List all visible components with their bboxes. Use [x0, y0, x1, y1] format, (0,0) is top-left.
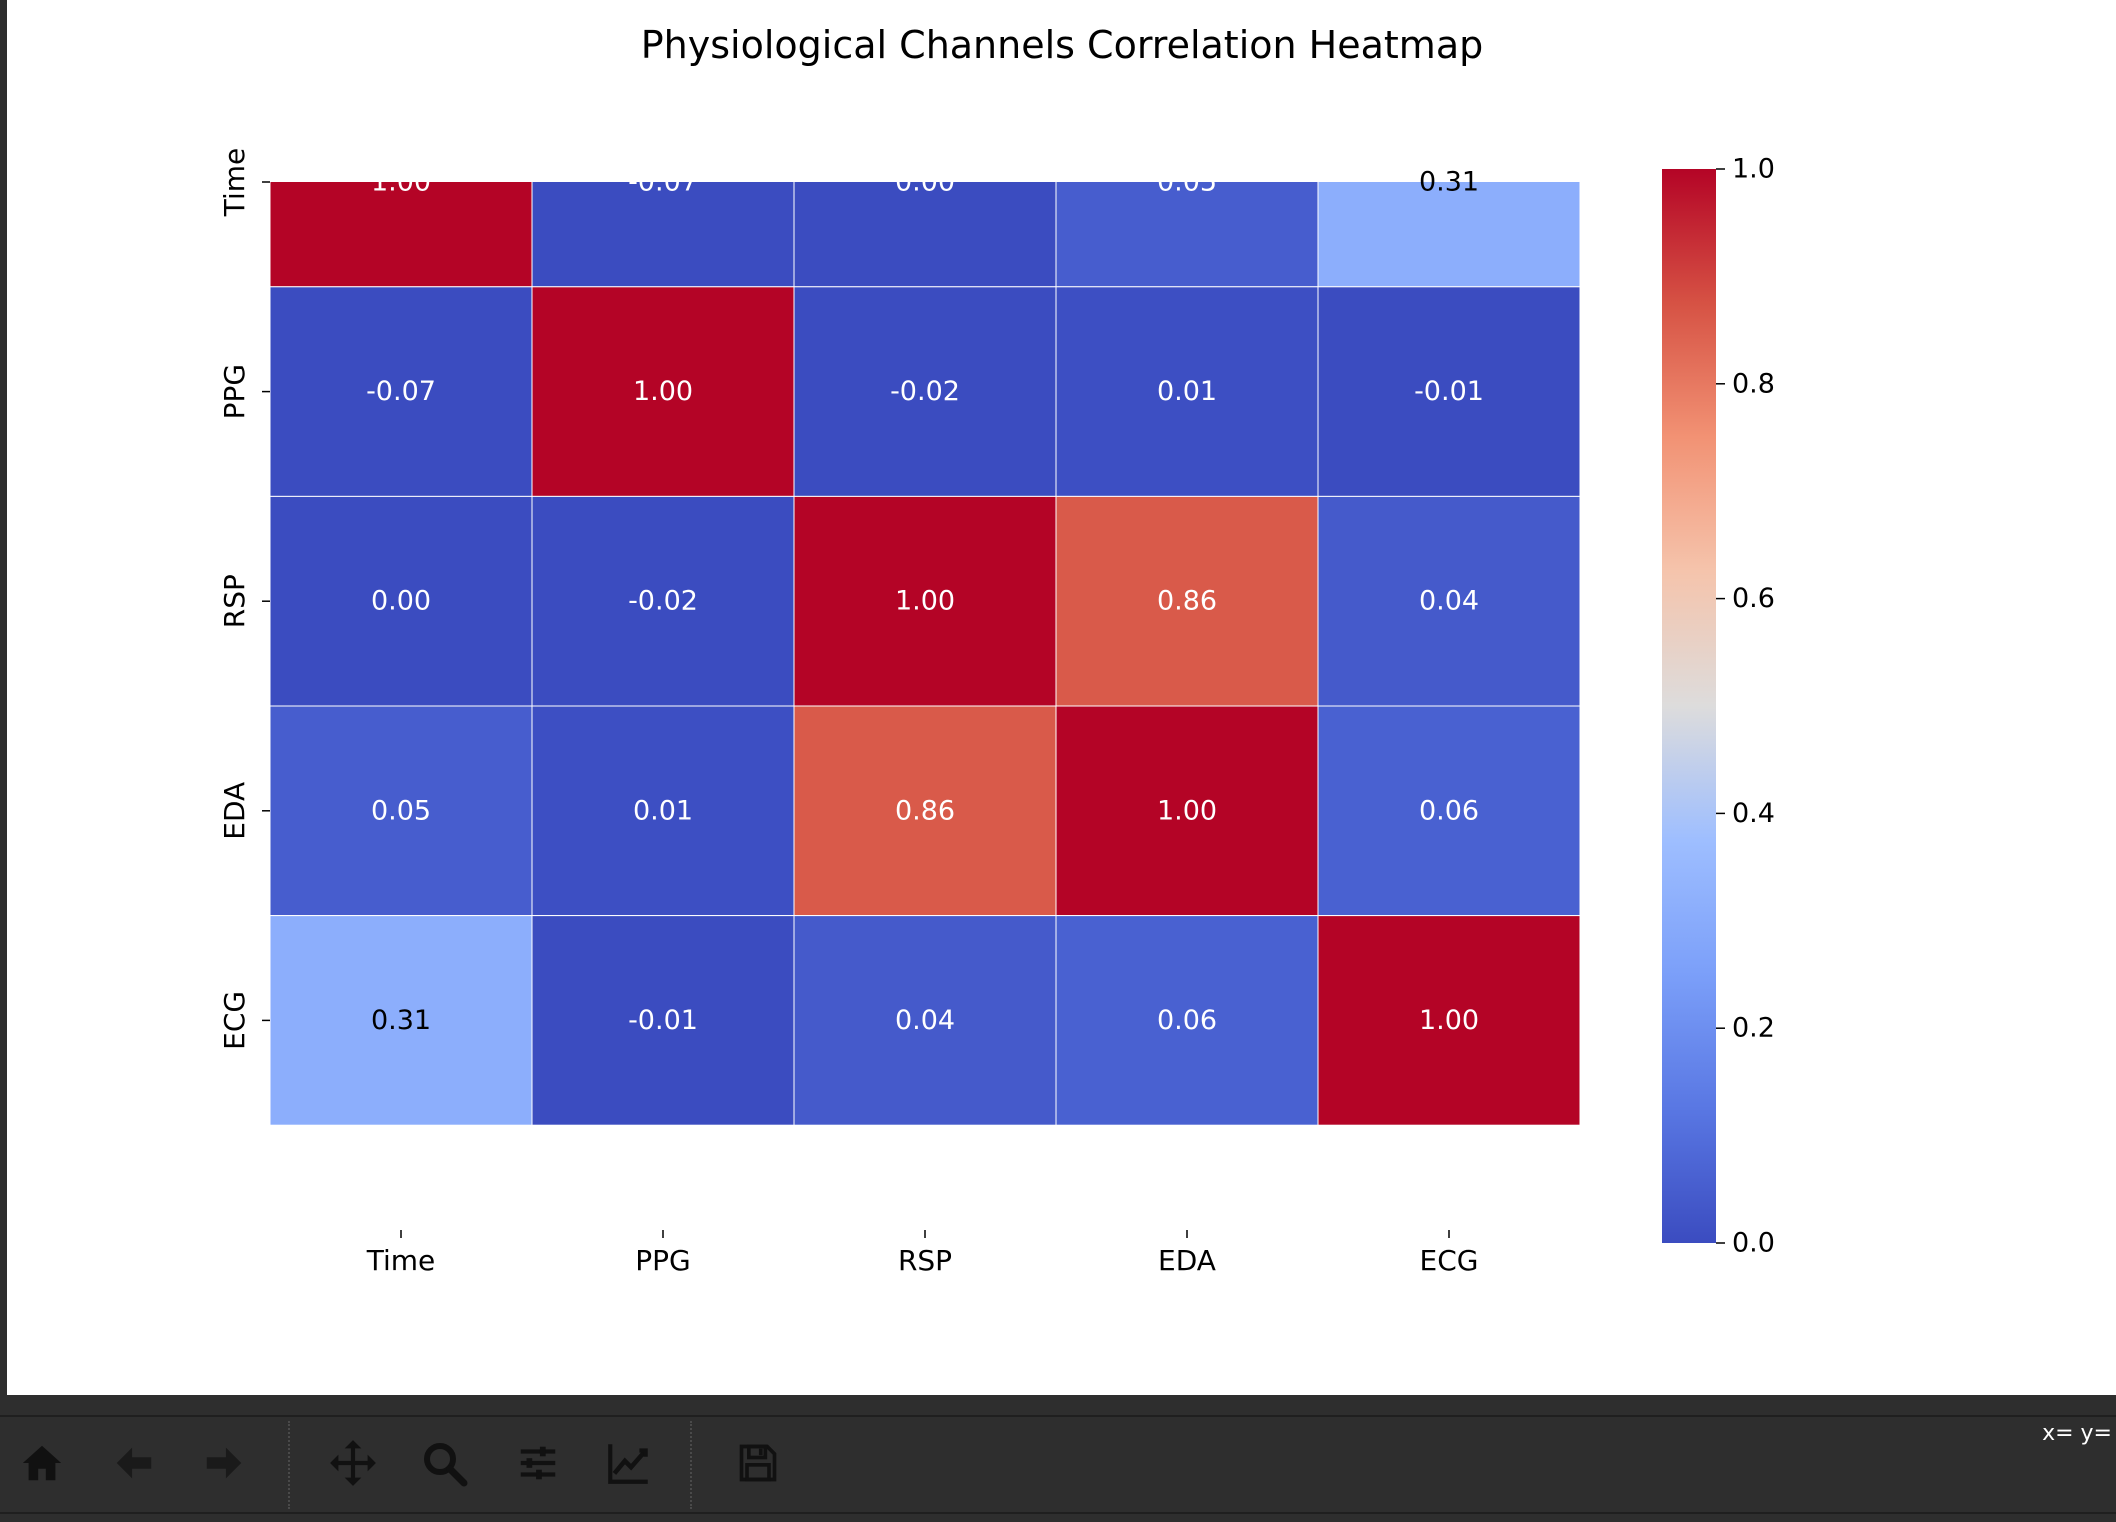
navigation-toolbar: x= y= — [0, 1395, 2116, 1522]
cell-annotation: 0.06 — [1419, 795, 1479, 826]
colorbar-tick-label: 0.8 — [1732, 368, 1775, 399]
y-tick-label: RSP — [218, 574, 251, 628]
line-chart-icon — [608, 1444, 648, 1484]
toolbar-separator — [288, 1421, 290, 1509]
sliders-icon — [520, 1446, 556, 1480]
window-edge — [0, 0, 7, 1395]
cell-annotation: 0.05 — [371, 795, 431, 826]
heatmap-cell — [1317, 705, 1580, 917]
cursor-coordinates: x= y= — [2042, 1421, 2112, 1446]
colorbar-tick-label: 0.0 — [1732, 1228, 1775, 1259]
cell-annotation: 0.00 — [895, 167, 955, 198]
heatmap-cell — [1055, 495, 1319, 707]
cell-annotation: 1.00 — [1419, 1005, 1479, 1036]
cell-annotation: -0.02 — [628, 586, 698, 617]
x-tick-label: PPG — [635, 1244, 690, 1277]
cell-annotation: 1.00 — [371, 167, 431, 198]
x-tick-label: Time — [366, 1244, 436, 1277]
heatmap-cell — [793, 286, 1057, 497]
cell-annotation: 0.86 — [895, 795, 955, 826]
heatmap-cell — [270, 705, 533, 917]
cell-annotation: 0.01 — [1157, 376, 1217, 407]
zoom-button[interactable] — [412, 1431, 476, 1495]
colorbar-tick-label: 1.0 — [1732, 154, 1775, 185]
heatmap-cell — [531, 915, 795, 1126]
cell-annotation: 0.04 — [1419, 586, 1479, 617]
magnifier-icon — [424, 1443, 468, 1487]
cell-annotation: 0.00 — [371, 586, 431, 617]
cell-annotation: 0.31 — [371, 1005, 431, 1036]
cell-annotation: 1.00 — [633, 376, 693, 407]
heatmap-cell — [1317, 915, 1580, 1126]
heatmap-cell — [270, 286, 533, 497]
heatmap-cell — [793, 182, 1057, 288]
cell-annotation: -0.07 — [628, 167, 698, 198]
move-icon — [330, 1440, 376, 1486]
cell-annotation: 1.00 — [1157, 795, 1217, 826]
chart-title: Physiological Channels Correlation Heatm… — [641, 23, 1483, 67]
cell-annotation: 0.01 — [633, 795, 693, 826]
colorbar-tick-label: 0.6 — [1732, 583, 1775, 614]
cell-annotation: -0.01 — [628, 1005, 698, 1036]
back-button[interactable] — [102, 1431, 166, 1495]
floppy-disk-icon — [739, 1444, 777, 1482]
cell-annotation: -0.07 — [366, 376, 436, 407]
pan-button[interactable] — [321, 1431, 385, 1495]
cell-annotation: 0.86 — [1157, 586, 1217, 617]
cell-annotation: -0.02 — [890, 376, 960, 407]
heatmap-cell — [1055, 286, 1319, 497]
home-icon — [22, 1445, 62, 1481]
edit-axes-button[interactable] — [597, 1431, 661, 1495]
forward-button[interactable] — [192, 1431, 256, 1495]
colorbar-tick-label: 0.2 — [1732, 1013, 1775, 1044]
cell-annotation: 0.31 — [1419, 167, 1479, 198]
heatmap-cell — [1317, 495, 1580, 707]
colorbar: 0.0 0.2 0.4 0.6 0.8 1.0 — [1662, 154, 1775, 1259]
x-tick-label: ECG — [1420, 1244, 1479, 1277]
arrow-left-icon — [116, 1447, 152, 1479]
x-axis: Time PPG RSP EDA ECG — [366, 1230, 1479, 1277]
heatmap-cell — [531, 495, 795, 707]
cell-annotation: 0.05 — [1157, 167, 1217, 198]
cell-annotations: 1.00 -0.07 0.00 0.05 0.31 -0.07 1.00 -0.02 0.01 -… — [366, 167, 1484, 1036]
toolbar-divider — [0, 1512, 2116, 1514]
colorbar-gradient — [1662, 169, 1716, 1243]
cell-annotation: -0.01 — [1414, 376, 1484, 407]
configure-subplots-button[interactable] — [506, 1431, 570, 1495]
heatmap-cell — [1055, 915, 1319, 1126]
heatmap-cell — [531, 286, 795, 497]
y-tick-label: ECG — [218, 991, 251, 1050]
cell-annotation: 1.00 — [895, 586, 955, 617]
cell-annotation: 0.04 — [895, 1005, 955, 1036]
cell-annotation: 0.06 — [1157, 1005, 1217, 1036]
home-button[interactable] — [10, 1431, 74, 1495]
arrow-right-icon — [206, 1447, 242, 1479]
save-button[interactable] — [726, 1431, 790, 1495]
y-axis: Time PPG RSP EDA ECG — [218, 148, 270, 1050]
x-tick-label: RSP — [898, 1244, 952, 1277]
toolbar-separator — [690, 1421, 692, 1509]
y-tick-label: EDA — [218, 782, 251, 840]
heatmap-chart: Physiological Channels Correlation Heatm… — [218, 23, 1775, 1277]
heatmap-cell — [1317, 182, 1580, 288]
heatmap-cell — [1055, 705, 1319, 917]
heatmap-cells — [270, 182, 1580, 1126]
y-tick-label: Time — [218, 148, 251, 218]
heatmap-cell — [793, 495, 1057, 707]
colorbar-tick-label: 0.4 — [1732, 798, 1775, 829]
heatmap-cell — [270, 915, 533, 1126]
y-tick-label: PPG — [218, 364, 251, 419]
x-tick-label: EDA — [1158, 1244, 1216, 1277]
heatmap-cell — [270, 182, 533, 288]
heatmap-cell — [1317, 286, 1580, 497]
toolbar-divider — [0, 1415, 2116, 1417]
